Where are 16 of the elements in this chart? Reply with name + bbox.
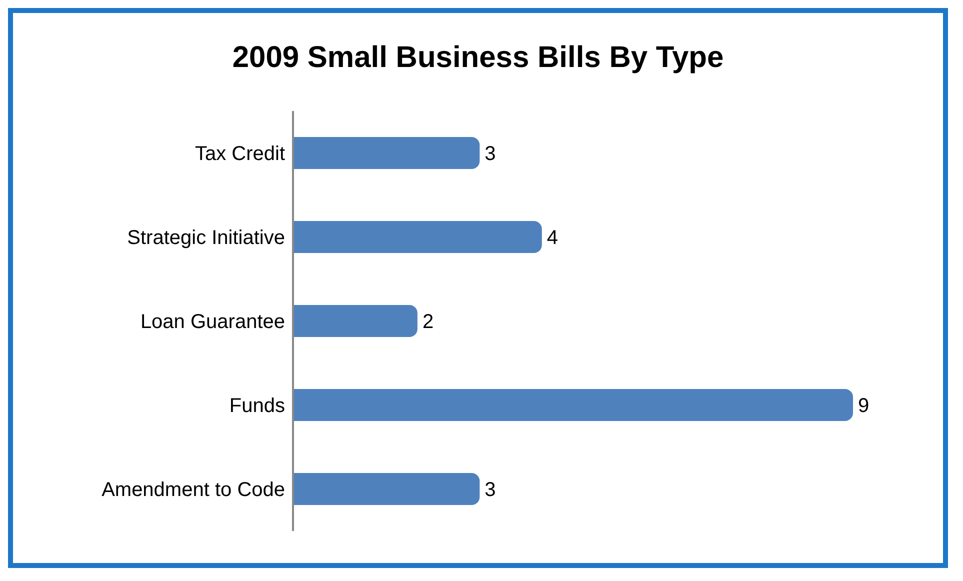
y-tick-label: Strategic Initiative [127, 227, 285, 250]
data-label: 4 [546, 227, 558, 250]
bar [293, 137, 480, 169]
bar [293, 389, 853, 421]
bar [293, 473, 480, 505]
data-label: 9 [858, 395, 870, 418]
chart-title: 2009 Small Business Bills By Type [231, 41, 725, 76]
y-tick-label: Funds [229, 395, 285, 418]
y-tick-label: Loan Guarantee [140, 311, 285, 334]
y-tick-label: Tax Credit [194, 143, 286, 166]
bar [293, 305, 418, 337]
bar [293, 221, 542, 253]
data-label: 3 [484, 143, 496, 166]
data-label: 2 [422, 311, 434, 334]
data-label: 3 [484, 479, 496, 502]
y-tick-label: Amendment to Code [102, 479, 285, 502]
